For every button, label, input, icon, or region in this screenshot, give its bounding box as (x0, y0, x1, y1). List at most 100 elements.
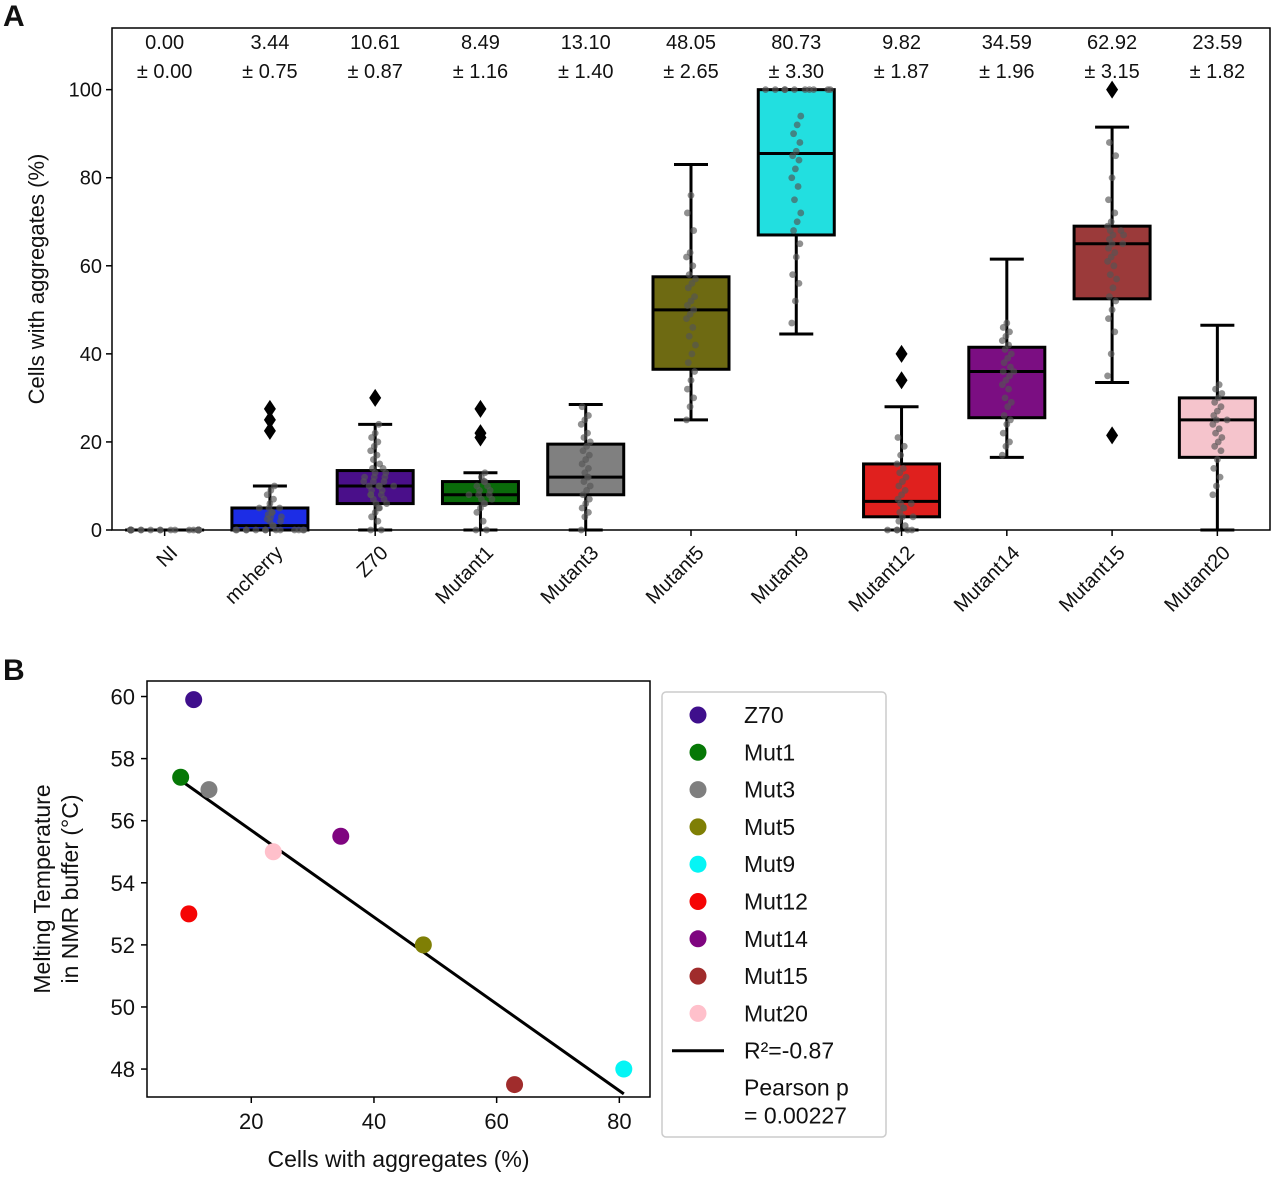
swarm-point (1007, 350, 1015, 358)
swarm-point (1217, 447, 1225, 455)
swarm-point (688, 350, 696, 358)
legend-fit-label: R²=-0.87 (744, 1038, 834, 1064)
legend-entry-label: Mut3 (744, 777, 795, 803)
swarm-point (1105, 196, 1112, 204)
panel-b-ytick-label: 60 (111, 685, 135, 710)
swarm-point (692, 341, 699, 349)
swarm-point (1223, 416, 1231, 424)
swarm-point (1218, 390, 1226, 397)
swarm-point (689, 262, 697, 270)
swarm-point (1007, 416, 1014, 424)
swarm-point (1215, 381, 1223, 389)
swarm-point (1209, 491, 1217, 499)
outlier-marker (895, 344, 908, 363)
panel-b-ytick-label: 52 (111, 933, 135, 958)
swarm-point (586, 438, 594, 446)
category-label: NI (152, 542, 182, 572)
panel-a-ytick-label: 80 (80, 168, 102, 190)
swarm-point (687, 376, 695, 384)
swarm-point (1111, 328, 1119, 336)
swarm-point (797, 209, 805, 217)
scatter-point-Mut5 (414, 936, 432, 954)
box-NI: NI 0.00 ± 0.00 (125, 32, 205, 572)
legend-entry-label: Mut9 (744, 851, 795, 877)
swarm-point (472, 526, 480, 534)
panel-b-ytick-label: 54 (111, 871, 135, 896)
swarm-point (465, 491, 473, 499)
mean-label: 62.92 (1087, 32, 1137, 54)
mean-label: 8.49 (461, 32, 500, 54)
swarm-point (1006, 438, 1013, 446)
swarm-point (585, 495, 593, 503)
swarm-point (1005, 341, 1013, 349)
swarm-point (897, 451, 905, 459)
swarm-point (684, 209, 691, 217)
swarm-point (271, 482, 278, 490)
panel-b-xlabel: Cells with aggregates (%) (267, 1146, 529, 1172)
mean-label: 23.59 (1192, 32, 1242, 54)
swarm-point (900, 442, 908, 450)
swarm-point (373, 451, 381, 459)
swarm-point (690, 227, 698, 234)
swarm-point (585, 412, 592, 419)
swarm-point (1113, 275, 1120, 283)
panel-a-ytick-label: 40 (80, 344, 102, 366)
swarm-point (1217, 403, 1225, 411)
outlier-marker (895, 371, 908, 390)
category-label: Mutant12 (845, 542, 920, 617)
legend-entry-label: Mut15 (744, 963, 808, 989)
mean-label: 13.10 (561, 32, 611, 54)
swarm-point (1210, 464, 1218, 472)
swarm-point (899, 464, 907, 472)
swarm-point (684, 385, 691, 393)
swarm-point (797, 112, 805, 120)
swarm-point (369, 464, 376, 472)
sem-label: ± 3.15 (1084, 61, 1139, 83)
category-label: Mutant20 (1160, 542, 1235, 617)
box-Mutant15: Mutant15 62.92 ± 3.15 (1055, 32, 1152, 617)
swarm-point (276, 526, 284, 534)
panel-a-ytick-label: 20 (80, 432, 102, 454)
swarm-point (375, 420, 383, 428)
swarm-point (894, 434, 902, 441)
swarm-point (781, 86, 789, 94)
swarm-point (826, 86, 834, 94)
swarm-point (278, 513, 285, 521)
swarm-point (794, 183, 802, 190)
scatter-point-Mut9 (615, 1060, 633, 1078)
swarm-point (684, 359, 692, 367)
box-Mutant5: Mutant5 48.05 ± 2.65 (642, 32, 731, 609)
swarm-point (690, 394, 698, 402)
category-label: Mutant9 (747, 542, 814, 609)
swarm-point (788, 174, 796, 182)
legend-marker (689, 893, 707, 910)
outlier-marker (1106, 80, 1119, 99)
swarm-point (788, 319, 796, 327)
panel-b-ylabel-line2: in NMR buffer (°C) (57, 795, 83, 984)
swarm-point (1107, 350, 1115, 358)
category-label: Mutant1 (431, 542, 498, 609)
swarm-point (1003, 319, 1011, 327)
category-label: Mutant5 (642, 542, 709, 609)
swarm-point (1007, 363, 1014, 371)
mean-label: 0.00 (145, 32, 184, 54)
swarm-point (483, 526, 490, 534)
swarm-point (1105, 139, 1113, 146)
outlier-marker (263, 410, 276, 429)
swarm-point (999, 368, 1007, 375)
swarm-point (791, 165, 799, 173)
swarm-point (473, 482, 481, 490)
swarm-point (276, 504, 284, 512)
scatter-point-Mut14 (332, 827, 350, 845)
panel-a-ytick-label: 0 (91, 520, 102, 542)
mean-label: 48.05 (666, 32, 716, 54)
swarm-point (585, 464, 592, 472)
swarm-point (1104, 372, 1111, 380)
box-Mutant1: Mutant1 8.49 ± 1.16 (431, 32, 520, 609)
swarm-point (1107, 218, 1115, 226)
box-Mutant12: Mutant12 9.82 ± 1.87 (845, 32, 942, 617)
swarm-point (252, 526, 260, 534)
swarm-point (907, 500, 915, 507)
box-Mutant14: Mutant14 34.59 ± 1.96 (950, 32, 1047, 617)
